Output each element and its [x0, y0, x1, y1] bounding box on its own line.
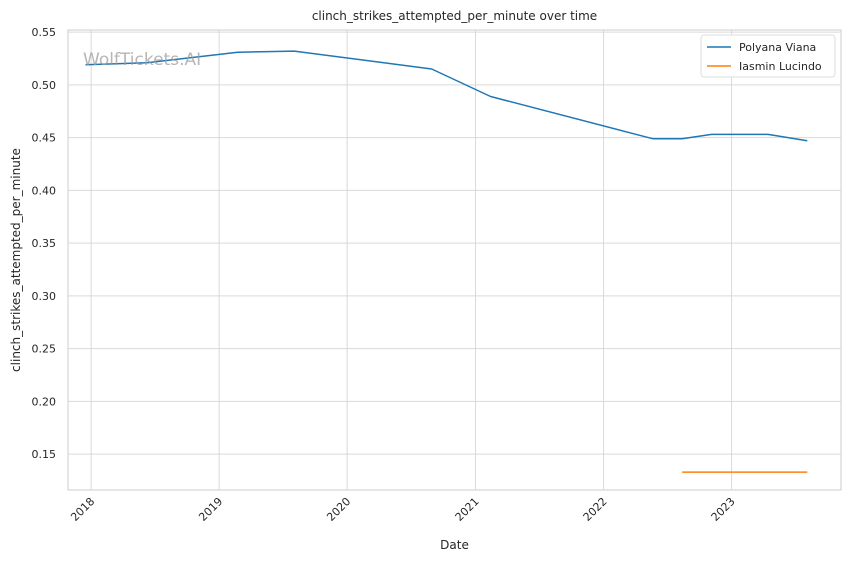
y-tick-label: 0.15: [32, 448, 57, 461]
x-tick-label: 2020: [324, 495, 353, 524]
legend: Polyana Viana Iasmin Lucindo: [700, 34, 836, 78]
legend-box: [700, 34, 836, 78]
y-tick-label: 0.45: [32, 132, 57, 145]
chart-title: clinch_strikes_attempted_per_minute over…: [312, 9, 597, 23]
x-tick-label: 2023: [709, 495, 738, 524]
x-tick-label: 2022: [581, 495, 610, 524]
y-tick-label: 0.20: [32, 395, 57, 408]
y-tick-label: 0.50: [32, 79, 57, 92]
x-axis-title: Date: [440, 538, 469, 552]
series-layer: [85, 50, 808, 473]
series-line-1: [85, 50, 808, 142]
legend-label-1: Polyana Viana: [739, 41, 816, 54]
plot-area: [67, 29, 842, 491]
y-tick-label: 0.55: [32, 26, 57, 39]
grid: [68, 30, 841, 490]
x-tick-label: 2018: [68, 495, 97, 524]
x-tick-label: 2019: [196, 495, 225, 524]
y-axis-ticks: 0.15 0.20 0.25 0.30 0.35 0.40 0.45 0.50 0.55: [32, 26, 57, 461]
y-tick-label: 0.35: [32, 237, 57, 250]
x-axis-ticks: 2018 2019 2020 2021 2022 2023: [68, 495, 737, 524]
x-tick-label: 2021: [453, 495, 482, 524]
y-axis-title: clinch_strikes_attempted_per_minute: [9, 148, 23, 372]
y-tick-label: 0.30: [32, 290, 57, 303]
y-tick-label: 0.40: [32, 184, 57, 197]
y-tick-label: 0.25: [32, 343, 57, 356]
watermark: WolfTickets.AI: [83, 50, 201, 70]
legend-label-2: Iasmin Lucindo: [739, 60, 822, 73]
